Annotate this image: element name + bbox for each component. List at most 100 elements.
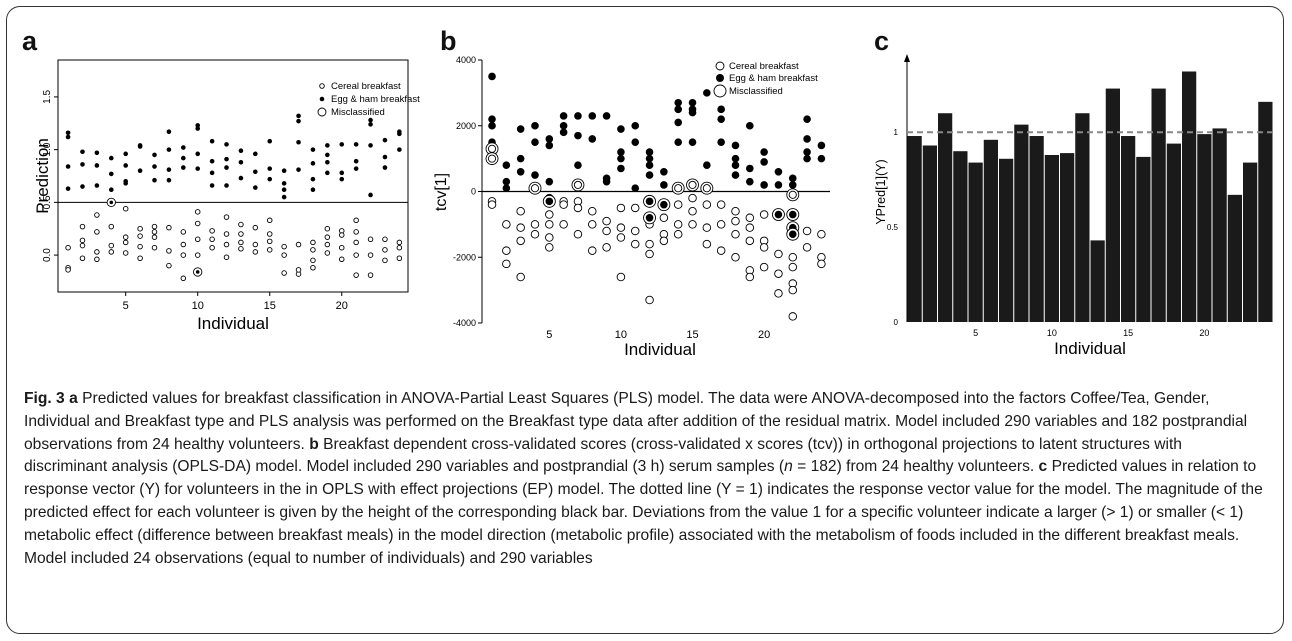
cereal-point bbox=[65, 267, 71, 273]
egg-point bbox=[617, 154, 625, 163]
cereal-point bbox=[310, 257, 316, 264]
x-tick-label: 20 bbox=[1199, 328, 1209, 338]
egg-point bbox=[353, 142, 359, 147]
bar bbox=[999, 158, 1014, 322]
egg-point bbox=[296, 118, 301, 124]
cereal-point bbox=[817, 259, 826, 269]
cereal-point bbox=[774, 269, 783, 278]
egg-point bbox=[267, 166, 273, 171]
x-tick-label: 5 bbox=[973, 328, 978, 338]
bar bbox=[983, 139, 998, 322]
egg-point bbox=[531, 121, 539, 130]
cereal-point bbox=[122, 205, 129, 212]
cereal-point bbox=[353, 272, 359, 278]
cereal-point bbox=[137, 225, 143, 232]
cereal-point bbox=[802, 243, 812, 252]
egg-point bbox=[574, 161, 582, 169]
caption-b-n: n bbox=[784, 458, 793, 476]
cereal-point bbox=[616, 203, 626, 213]
egg-point bbox=[368, 192, 373, 198]
x-tick-label: 20 bbox=[336, 300, 348, 312]
cereal-point bbox=[745, 223, 755, 232]
egg-point bbox=[559, 128, 568, 137]
egg-point bbox=[152, 177, 157, 183]
egg-point bbox=[152, 152, 157, 158]
egg-point bbox=[353, 158, 359, 164]
bar bbox=[1197, 134, 1212, 322]
cereal-point bbox=[545, 220, 554, 229]
cereal-point bbox=[659, 236, 669, 246]
egg-point bbox=[746, 177, 754, 186]
cereal-point bbox=[151, 223, 158, 230]
cereal-point bbox=[180, 275, 187, 282]
egg-point bbox=[195, 166, 201, 171]
cereal-point bbox=[616, 233, 626, 242]
egg-point bbox=[746, 121, 754, 130]
y-tick-label: -2000 bbox=[453, 252, 476, 262]
egg-point bbox=[325, 143, 330, 148]
caption-fig-label: Fig. 3 bbox=[24, 390, 65, 407]
cereal-point bbox=[382, 257, 388, 264]
cereal-point bbox=[324, 241, 331, 248]
cereal-point bbox=[166, 224, 172, 231]
cereal-point bbox=[716, 200, 726, 209]
cereal-point bbox=[616, 272, 626, 282]
cereal-point bbox=[588, 220, 597, 229]
panel-a-plot-frame bbox=[57, 59, 409, 293]
cereal-point bbox=[79, 242, 86, 249]
egg-point bbox=[760, 158, 768, 166]
cereal-point bbox=[774, 249, 783, 259]
legend-ring-marker bbox=[317, 107, 327, 117]
y-tick-label: 0.0 bbox=[42, 248, 53, 262]
y-tick-label: 1.0 bbox=[42, 142, 53, 156]
cereal-point bbox=[716, 246, 726, 255]
legend-egg-label: Egg & ham breakfast bbox=[729, 73, 818, 84]
egg-point bbox=[717, 138, 725, 146]
misclassified-inner bbox=[545, 197, 554, 206]
panel-c-ylabel: YPred[1](Y) bbox=[874, 159, 888, 224]
egg-point bbox=[224, 156, 229, 162]
egg-point bbox=[397, 131, 402, 137]
egg-point bbox=[80, 162, 85, 167]
egg-point bbox=[281, 181, 287, 186]
misclassified-inner bbox=[645, 214, 654, 222]
cereal-point bbox=[502, 259, 511, 269]
cereal-point bbox=[223, 214, 230, 220]
cereal-point bbox=[194, 220, 201, 227]
cereal-point bbox=[745, 213, 755, 223]
egg-point bbox=[674, 105, 682, 114]
egg-point bbox=[559, 121, 568, 130]
figure-frame bbox=[6, 6, 1284, 634]
egg-point bbox=[746, 164, 754, 173]
cereal-point bbox=[180, 252, 187, 258]
figure-caption: Fig. 3 a Predicted values for breakfast … bbox=[24, 388, 1264, 570]
cereal-point bbox=[745, 236, 755, 246]
cereal-point bbox=[209, 244, 215, 251]
egg-point bbox=[516, 125, 525, 133]
egg-point bbox=[209, 158, 215, 164]
egg-point bbox=[65, 130, 71, 136]
cereal-point bbox=[108, 242, 115, 249]
cereal-point bbox=[559, 220, 568, 229]
cereal-point bbox=[295, 267, 302, 273]
cereal-point bbox=[94, 212, 100, 218]
egg-point bbox=[602, 177, 611, 186]
cereal-point bbox=[759, 262, 769, 272]
egg-point bbox=[545, 135, 554, 143]
cereal-point bbox=[338, 232, 345, 238]
misclassified-inner bbox=[688, 180, 697, 189]
egg-point bbox=[803, 135, 811, 143]
cereal-point bbox=[530, 220, 540, 229]
egg-point bbox=[296, 113, 301, 119]
egg-point bbox=[253, 185, 258, 190]
egg-point bbox=[760, 181, 768, 189]
cereal-point bbox=[122, 250, 129, 256]
egg-point bbox=[774, 181, 783, 189]
egg-point bbox=[368, 122, 373, 127]
cereal-point bbox=[817, 229, 826, 239]
egg-point bbox=[65, 164, 71, 169]
legend-misclassified-label: Misclassified bbox=[729, 86, 783, 97]
egg-point bbox=[209, 170, 215, 176]
cereal-point bbox=[94, 256, 100, 263]
cereal-point bbox=[166, 248, 172, 254]
